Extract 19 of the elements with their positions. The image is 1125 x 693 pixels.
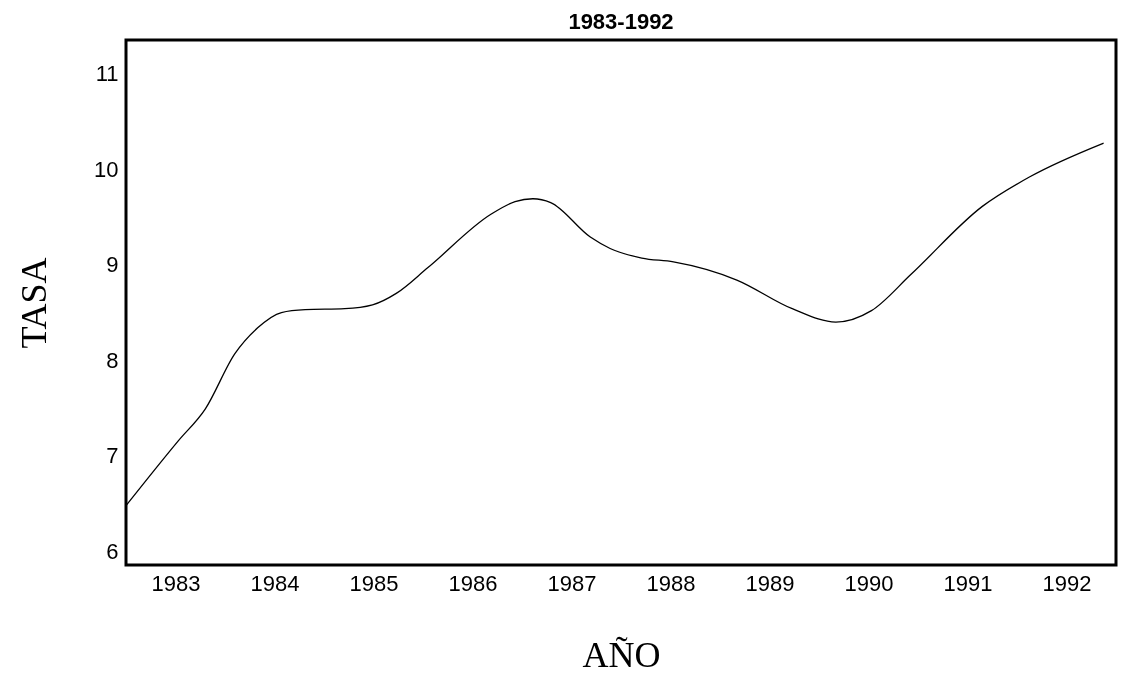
x-tick-label: 1986 <box>448 570 498 596</box>
x-axis-title: AÑO <box>582 634 661 675</box>
y-axis-title: TASA <box>14 257 55 349</box>
y-tick-label: 11 <box>95 60 119 86</box>
x-tick-label: 1983 <box>151 570 201 596</box>
x-tick-label: 1984 <box>250 570 300 596</box>
y-tick-label: 6 <box>106 539 119 565</box>
chart-title: 1983-1992 <box>568 9 674 34</box>
y-tick-label: 9 <box>106 252 119 278</box>
x-tick-label: 1985 <box>349 570 399 596</box>
x-tick-label: 1990 <box>844 570 894 596</box>
x-tick-label: 1989 <box>745 570 795 596</box>
y-tick-label: 10 <box>94 156 119 182</box>
x-tick-label: 1991 <box>943 570 993 596</box>
y-tick-label: 7 <box>106 443 119 469</box>
x-tick-label: 1992 <box>1042 570 1092 596</box>
x-tick-label: 1987 <box>547 570 597 596</box>
x-tick-label: 1988 <box>646 570 696 596</box>
y-tick-label: 8 <box>106 347 119 373</box>
